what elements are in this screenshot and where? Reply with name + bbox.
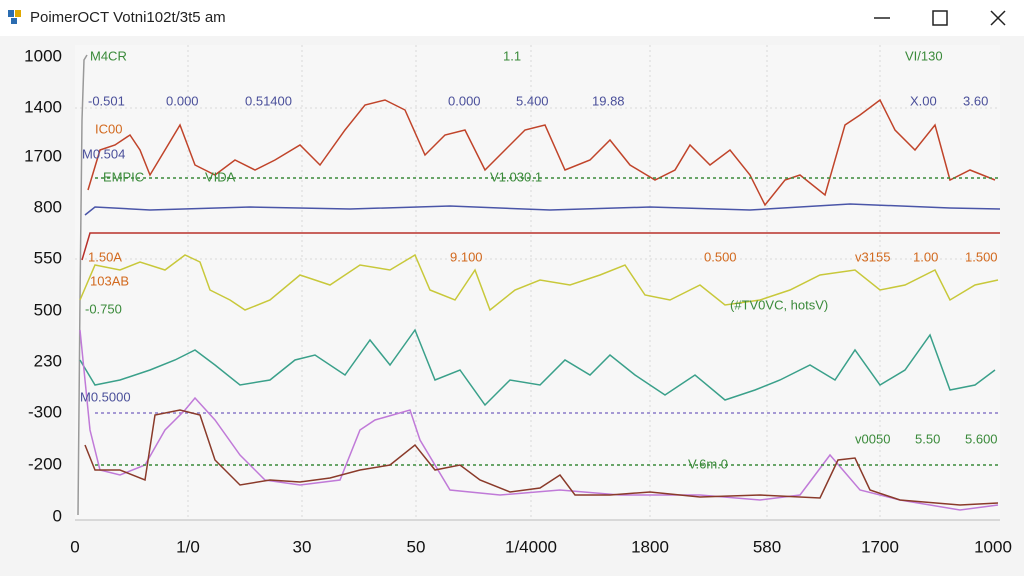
app-icon xyxy=(8,10,14,17)
app-icon xyxy=(11,18,17,24)
x-label: 580 xyxy=(753,537,781,556)
annotation: 5.600 xyxy=(965,431,998,446)
annotation: 5.400 xyxy=(516,93,549,108)
y-label: -200 xyxy=(28,454,62,473)
annotations: M4CR 1.1 VI/130 -0.501 0.000 0.51400 0.000 5.40… xyxy=(80,48,998,471)
annotation: 1.500 xyxy=(965,249,998,264)
annotation: 1.1 xyxy=(503,48,521,63)
annotation: IC00 xyxy=(95,121,122,136)
y-label: -300 xyxy=(28,402,62,421)
x-label: 1800 xyxy=(631,537,669,556)
y-label: 1700 xyxy=(24,146,62,165)
annotation: 19.88 xyxy=(592,93,625,108)
annotation: v0050 xyxy=(855,431,890,446)
window-title: PoimerOCT Votni102t/3t5 am xyxy=(30,9,226,26)
y-label: 800 xyxy=(34,197,62,216)
annotation: EMPIC xyxy=(103,169,144,184)
grid xyxy=(75,45,1000,520)
x-label: 1/4000 xyxy=(505,537,557,556)
annotation: 0.51400 xyxy=(245,93,292,108)
y-label: 500 xyxy=(34,300,62,319)
annotation: 3.60 xyxy=(963,93,988,108)
x-label: 30 xyxy=(293,537,312,556)
close-button[interactable] xyxy=(990,10,1006,26)
annotation: VIDA xyxy=(205,169,236,184)
traces xyxy=(77,54,1001,516)
y-axis-labels: 1000 1400 1700 800 550 500 230 -300 -200 0 xyxy=(24,46,62,525)
y-label: 1400 xyxy=(24,97,62,116)
maximize-button[interactable] xyxy=(932,10,948,26)
x-label: 1/0 xyxy=(176,537,200,556)
annotation: v3155 xyxy=(855,249,890,264)
annotation: 1.00 xyxy=(913,249,938,264)
annotation: VI/130 xyxy=(905,48,943,63)
annotation: 0.000 xyxy=(166,93,199,108)
annotation: 0.500 xyxy=(704,249,737,264)
annotation: 103AB xyxy=(90,273,129,288)
annotation: 9.100 xyxy=(450,249,483,264)
annotation: V1.030.1 xyxy=(490,169,542,184)
annotation: V.6m.0 xyxy=(688,456,728,471)
annotation: (#TV0VC, hotsV) xyxy=(730,297,828,312)
x-label: 1000 xyxy=(974,537,1012,556)
y-label: 1000 xyxy=(24,46,62,65)
app-icon xyxy=(15,10,21,17)
annotation: M4CR xyxy=(90,48,127,63)
annotation: 1.50A xyxy=(88,249,122,264)
x-label: 50 xyxy=(407,537,426,556)
y-label: 550 xyxy=(34,248,62,267)
title-bar xyxy=(0,0,1024,36)
x-label: 0 xyxy=(70,537,79,556)
y-label: 0 xyxy=(53,506,62,525)
annotation: 0.000 xyxy=(448,93,481,108)
annotation: 5.50 xyxy=(915,431,940,446)
y-label: 230 xyxy=(34,351,62,370)
plot-area xyxy=(75,45,1000,520)
x-label: 1700 xyxy=(861,537,899,556)
x-axis-labels: 0 1/0 30 50 1/4000 1800 580 1700 1000 xyxy=(70,537,1012,556)
annotation: X.00 xyxy=(910,93,937,108)
annotation: M0.5000 xyxy=(80,389,131,404)
annotation: -0.501 xyxy=(88,93,125,108)
annotation: M0.504 xyxy=(82,146,125,161)
annotation: -0.750 xyxy=(85,301,122,316)
